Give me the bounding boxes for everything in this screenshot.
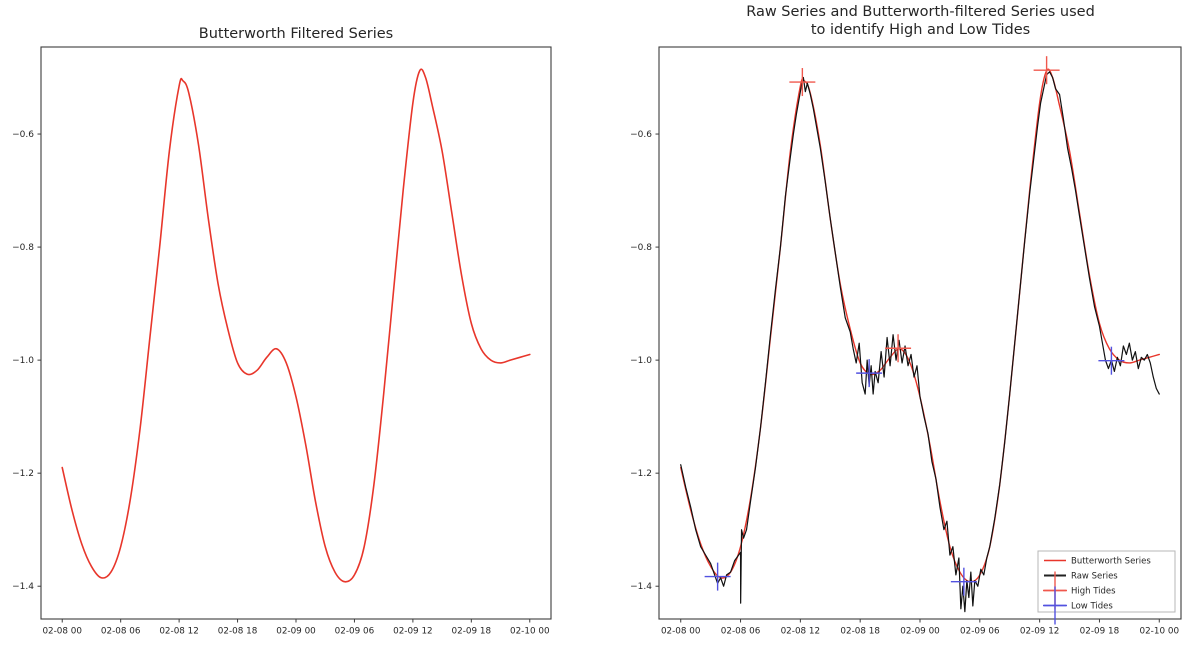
x-tick-label: 02-08 18 — [218, 627, 258, 637]
x-tick-label: 02-08 12 — [781, 627, 821, 637]
right-chart: 02-08 00 02-08 06 02-08 12 02-08 18 02-09 00… — [630, 46, 1182, 637]
y-tick-label: −0.8 — [12, 243, 34, 253]
x-tick-label: 02-08 12 — [159, 627, 199, 637]
x-tick-label: 02-09 06 — [335, 627, 375, 637]
x-tick-label: 02-10 00 — [510, 627, 550, 637]
x-tick-label: 02-09 06 — [960, 627, 1000, 637]
x-tick-label: 02-08 00 — [661, 627, 701, 637]
right-chart-title-line1: Raw Series and Butterworth-filtered Seri… — [746, 4, 1095, 20]
y-tick-label: −1.0 — [12, 356, 34, 366]
y-tick-label: −1.4 — [12, 582, 34, 592]
x-tick-label: 02-09 18 — [1080, 627, 1120, 637]
legend: Butterworth Series Raw Series High Tides Lo… — [1037, 550, 1176, 625]
x-tick-label: 02-09 00 — [900, 627, 940, 637]
x-tick-label: 02-09 18 — [452, 627, 492, 637]
y-tick-label: −0.8 — [630, 243, 652, 253]
legend-label: Raw Series — [1071, 572, 1118, 582]
x-tick-label: 02-08 18 — [840, 627, 880, 637]
x-tick-label: 02-09 00 — [276, 627, 316, 637]
right-chart-title: Raw Series and Butterworth-filtered Seri… — [659, 3, 1182, 39]
x-tick-label: 02-09 12 — [1020, 627, 1060, 637]
y-tick-label: −1.2 — [630, 469, 652, 479]
left-chart-title: Butterworth Filtered Series — [198, 26, 394, 42]
butterworth-series-line — [680, 68, 1160, 583]
legend-label: Butterworth Series — [1071, 557, 1151, 567]
y-tick-label: −1.4 — [630, 582, 652, 592]
y-tick-label: −1.0 — [630, 356, 652, 366]
y-tick-label: −0.6 — [12, 130, 34, 140]
legend-label: High Tides — [1071, 587, 1116, 597]
butterworth-series-line — [61, 68, 531, 583]
x-tick-label: 02-08 06 — [101, 627, 141, 637]
y-tick-label: −0.6 — [630, 130, 652, 140]
x-tick-label: 02-10 00 — [1139, 627, 1179, 637]
left-chart: 02-08 00 02-08 06 02-08 12 02-08 18 02-09 00… — [12, 46, 552, 637]
right-chart-title-line2: to identify High and Low Tides — [810, 22, 1031, 38]
x-tick-label: 02-08 00 — [42, 627, 82, 637]
x-tick-label: 02-09 12 — [393, 627, 433, 637]
y-tick-label: −1.2 — [12, 469, 34, 479]
legend-label: Low Tides — [1071, 602, 1113, 612]
x-tick-label: 02-08 06 — [721, 627, 761, 637]
raw-series-line — [680, 71, 1160, 613]
